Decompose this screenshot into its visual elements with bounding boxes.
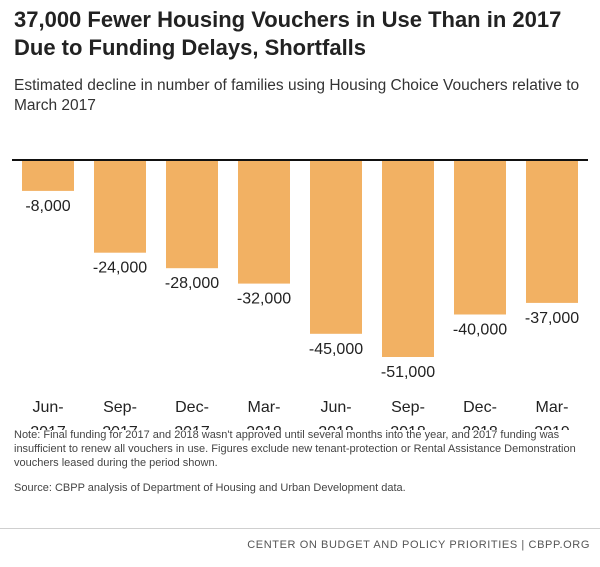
bar-value-label: -24,000 — [93, 260, 147, 277]
x-tick-label: 2017 — [102, 424, 138, 430]
x-tick-label: 2017 — [30, 424, 66, 430]
x-tick-label: Dec- — [463, 399, 497, 416]
bar-value-label: -45,000 — [309, 341, 363, 358]
bar-value-label: -37,000 — [525, 310, 579, 327]
chart-source: Source: CBPP analysis of Department of H… — [14, 482, 406, 494]
chart-title: 37,000 Fewer Housing Vouchers in Use Tha… — [14, 7, 562, 60]
footer-divider — [0, 528, 600, 529]
bar-value-label: -51,000 — [381, 364, 435, 381]
x-tick-label: Sep- — [391, 399, 425, 416]
x-tick-label: 2018 — [462, 424, 498, 430]
x-tick-label: Mar- — [536, 399, 569, 416]
x-tick-label: Mar- — [248, 399, 281, 416]
bar — [22, 160, 74, 191]
bar — [94, 160, 146, 253]
bar-value-label: -32,000 — [237, 291, 291, 308]
x-tick-label: Dec- — [175, 399, 209, 416]
bar-value-label: -40,000 — [453, 322, 507, 339]
x-tick-label: Sep- — [103, 399, 137, 416]
bar-chart: -8,000 Jun- 2017 -24,000 Sep- 2017 -28,000 Dec-… — [12, 159, 588, 430]
bar — [166, 160, 218, 269]
x-tick-label: 2018 — [246, 424, 282, 430]
x-tick-label: 2018 — [390, 424, 426, 430]
bar — [454, 160, 506, 315]
chart-subtitle: Estimated decline in number of families … — [14, 77, 580, 114]
chart-note: Note: Final funding for 2017 and 2018 wa… — [14, 429, 576, 469]
bar — [526, 160, 578, 303]
x-tick-label: 2017 — [174, 424, 210, 430]
footer-credit: CENTER ON BUDGET AND POLICY PRIORITIES |… — [247, 539, 590, 551]
bar — [238, 160, 290, 284]
bar — [310, 160, 362, 334]
x-tick-label: 2018 — [318, 424, 354, 430]
bar-value-label: -28,000 — [165, 275, 219, 292]
bar — [382, 160, 434, 357]
x-tick-label: 2019 — [534, 424, 570, 430]
x-tick-label: Jun- — [32, 399, 63, 416]
x-tick-label: Jun- — [320, 399, 351, 416]
bar-value-label: -8,000 — [25, 198, 70, 215]
